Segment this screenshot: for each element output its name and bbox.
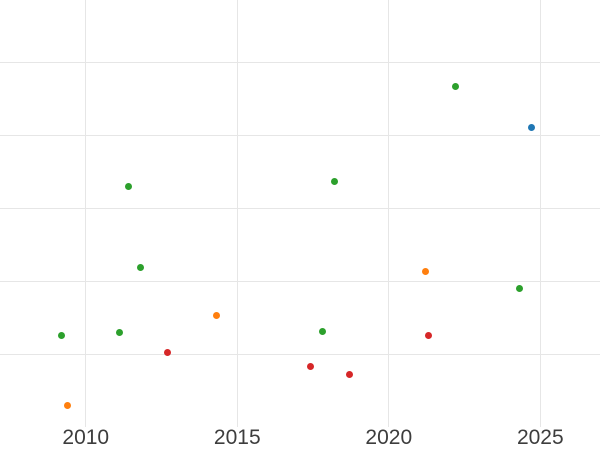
x-tick-label: 2015 [213,426,261,449]
x-axis: 2010 2015 2020 2025 [0,427,600,450]
y-gridline [0,353,600,355]
data-point-red [424,332,432,340]
data-point-orange [212,311,220,319]
x-tick-label: 2020 [365,426,413,449]
data-point-green [451,82,459,90]
data-point-red [306,362,314,370]
data-point-orange [421,268,429,276]
data-point-red [345,370,353,378]
plot-area [0,0,600,427]
x-gridline [539,0,541,427]
data-point-green [515,284,523,292]
x-tick-label: 2010 [62,426,110,449]
data-point-blue [527,124,535,132]
x-gridline [236,0,238,427]
x-tick-label: 2025 [516,426,564,449]
y-gridline [0,61,600,63]
data-point-green [330,177,338,185]
data-point-green [115,329,123,337]
y-gridline [0,280,600,282]
data-point-green [318,327,326,335]
data-point-green [136,264,144,272]
y-gridline [0,134,600,136]
x-gridline [85,0,87,427]
data-point-orange [64,402,72,410]
data-point-green [58,332,65,340]
data-point-red [164,349,172,357]
y-gridline [0,207,600,209]
data-point-green [124,183,132,191]
x-gridline [388,0,390,427]
